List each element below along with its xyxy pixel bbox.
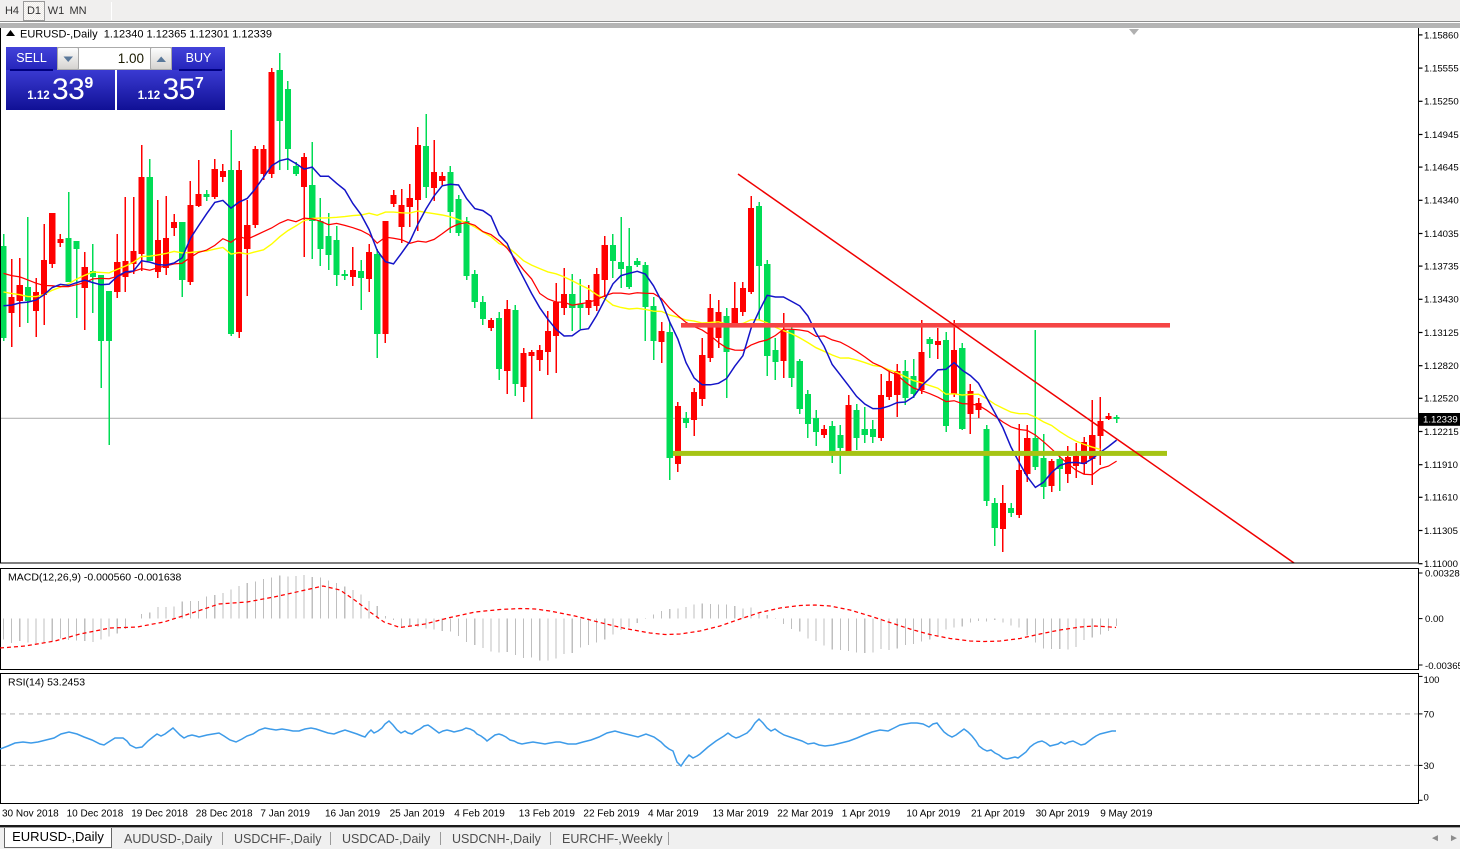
svg-text:9 May 2019: 9 May 2019	[1100, 809, 1153, 820]
svg-text:EURUSD-,Daily 1.12340 1.12365: EURUSD-,Daily 1.12340 1.12365 1.12301 1.…	[20, 29, 272, 41]
svg-text:1.14645: 1.14645	[1424, 163, 1459, 174]
svg-text:1.15250: 1.15250	[1424, 97, 1459, 108]
svg-text:1.14340: 1.14340	[1424, 196, 1459, 207]
svg-text:1.12339: 1.12339	[1423, 414, 1458, 425]
svg-text:-0.003659: -0.003659	[1425, 661, 1460, 672]
svg-text:1.11305: 1.11305	[1424, 526, 1458, 537]
svg-text:1.14945: 1.14945	[1424, 130, 1459, 141]
svg-text:1.15860: 1.15860	[1424, 30, 1459, 41]
svg-text:13 Mar 2019: 13 Mar 2019	[713, 809, 770, 820]
svg-text:1.15555: 1.15555	[1424, 64, 1459, 75]
svg-text:100: 100	[1424, 675, 1440, 686]
svg-text:1.13125: 1.13125	[1424, 328, 1459, 339]
svg-text:RSI(14) 53.2453: RSI(14) 53.2453	[8, 677, 85, 689]
svg-text:22 Feb 2019: 22 Feb 2019	[583, 809, 640, 820]
svg-text:25 Jan 2019: 25 Jan 2019	[390, 809, 445, 820]
svg-text:1 Apr 2019: 1 Apr 2019	[842, 809, 891, 820]
svg-text:1.11610: 1.11610	[1424, 493, 1458, 504]
svg-text:70: 70	[1424, 710, 1435, 721]
svg-text:1.11910: 1.11910	[1424, 460, 1458, 471]
svg-text:22 Mar 2019: 22 Mar 2019	[777, 809, 834, 820]
svg-text:4 Mar 2019: 4 Mar 2019	[648, 809, 699, 820]
svg-text:7 Jan 2019: 7 Jan 2019	[260, 809, 310, 820]
svg-text:1.13735: 1.13735	[1424, 262, 1459, 273]
svg-text:19 Dec 2018: 19 Dec 2018	[131, 809, 188, 820]
svg-text:1.12215: 1.12215	[1424, 427, 1459, 438]
svg-text:1.13430: 1.13430	[1424, 295, 1459, 306]
svg-text:10 Dec 2018: 10 Dec 2018	[67, 809, 124, 820]
svg-text:30: 30	[1424, 761, 1435, 772]
svg-text:MACD(12,26,9) -0.000560 -0.001: MACD(12,26,9) -0.000560 -0.001638	[8, 572, 182, 584]
svg-text:1.11000: 1.11000	[1424, 559, 1458, 570]
svg-text:30 Nov 2018: 30 Nov 2018	[2, 809, 59, 820]
svg-text:0: 0	[1424, 793, 1429, 804]
svg-text:21 Apr 2019: 21 Apr 2019	[971, 809, 1025, 820]
svg-text:13 Feb 2019: 13 Feb 2019	[519, 809, 576, 820]
svg-text:1.12520: 1.12520	[1424, 394, 1459, 405]
svg-text:1.12820: 1.12820	[1424, 361, 1459, 372]
svg-text:10 Apr 2019: 10 Apr 2019	[906, 809, 960, 820]
svg-text:4 Feb 2019: 4 Feb 2019	[454, 809, 505, 820]
svg-text:0.00: 0.00	[1425, 614, 1444, 625]
svg-text:28 Dec 2018: 28 Dec 2018	[196, 809, 253, 820]
svg-text:16 Jan 2019: 16 Jan 2019	[325, 809, 380, 820]
svg-text:0.003287: 0.003287	[1425, 569, 1460, 580]
svg-text:30 Apr 2019: 30 Apr 2019	[1036, 809, 1090, 820]
svg-text:1.14035: 1.14035	[1424, 229, 1459, 240]
